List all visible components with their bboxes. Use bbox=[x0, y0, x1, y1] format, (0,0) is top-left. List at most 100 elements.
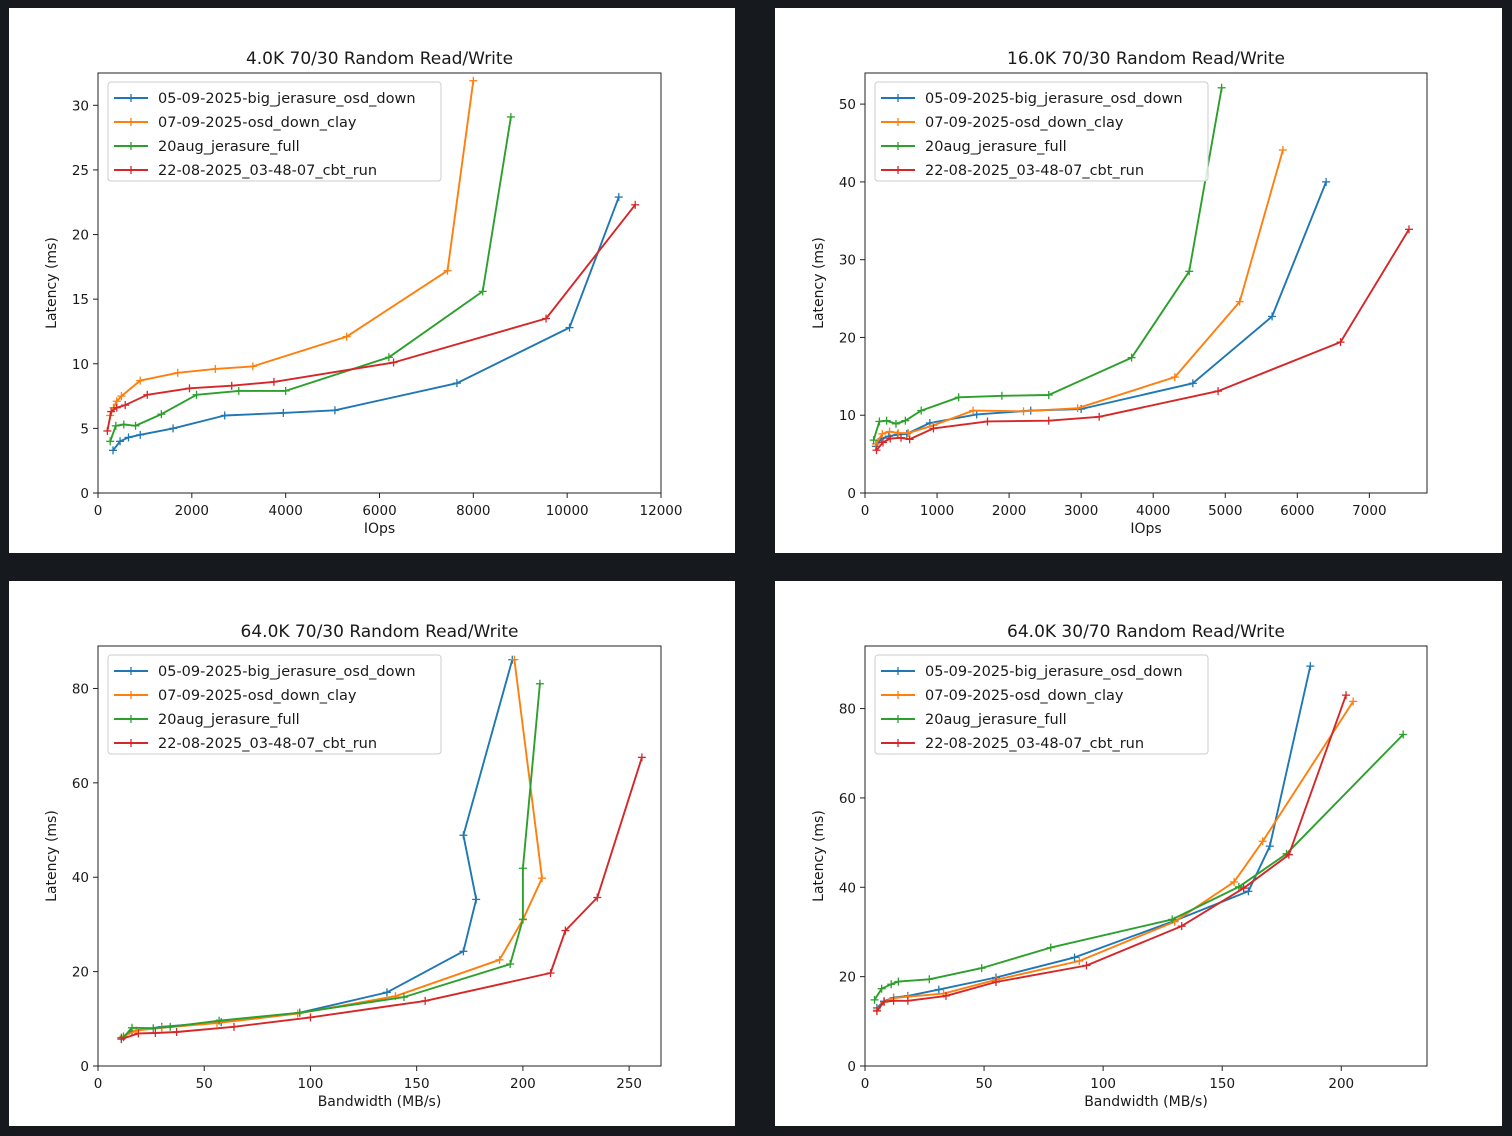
data-point bbox=[934, 985, 943, 994]
data-point bbox=[469, 76, 478, 85]
data-point bbox=[1235, 297, 1244, 306]
data-point bbox=[248, 362, 257, 371]
data-point bbox=[1095, 412, 1104, 421]
data-point bbox=[151, 1028, 160, 1037]
chart-panel-64k-70-30: 64.0K 70/30 Random Read/Write 0 50 100 150 20… bbox=[9, 581, 735, 1126]
data-point bbox=[904, 429, 913, 438]
x-tick-label: 200 bbox=[510, 1076, 536, 1092]
legend-label: 22-08-2025_03-48-07_cbt_run bbox=[158, 736, 377, 752]
data-point bbox=[905, 435, 914, 444]
legend-label: 05-09-2025-big_jerasure_osd_down bbox=[158, 91, 416, 107]
chart-64k-30-70: 64.0K 30/70 Random Read/Write 0 50 100 150 20… bbox=[811, 622, 1428, 1110]
legend-item: 20aug_jerasure_full bbox=[881, 712, 1067, 728]
data-point bbox=[1322, 177, 1331, 186]
data-point bbox=[1070, 953, 1079, 962]
x-tick-label: 50 bbox=[196, 1076, 213, 1092]
x-tick-label: 0 bbox=[94, 503, 103, 519]
y-tick-label: 40 bbox=[839, 880, 856, 896]
data-point bbox=[903, 996, 912, 1005]
data-point bbox=[121, 401, 130, 410]
data-point bbox=[518, 915, 527, 924]
data-point bbox=[111, 421, 120, 430]
data-point bbox=[269, 377, 278, 386]
data-point bbox=[1306, 662, 1315, 671]
y-tick-label: 60 bbox=[72, 776, 89, 792]
data-point bbox=[229, 1022, 238, 1031]
legend-item: 22-08-2025_03-48-07_cbt_run bbox=[881, 163, 1144, 179]
x-tick-label: 3000 bbox=[1064, 503, 1098, 519]
legend-item: 22-08-2025_03-48-07_cbt_run bbox=[114, 163, 377, 179]
data-point bbox=[1019, 407, 1028, 416]
legend-label: 05-09-2025-big_jerasure_osd_down bbox=[925, 664, 1183, 680]
legend-item: 05-09-2025-big_jerasure_osd_down bbox=[114, 664, 416, 680]
data-point bbox=[631, 200, 640, 209]
y-tick-label: 20 bbox=[839, 970, 856, 986]
y-tick-label: 0 bbox=[80, 486, 89, 502]
data-point bbox=[1217, 83, 1226, 92]
data-point bbox=[149, 1024, 158, 1033]
data-point bbox=[1170, 373, 1179, 382]
data-point bbox=[306, 1013, 315, 1022]
data-point bbox=[109, 446, 118, 455]
data-point bbox=[279, 408, 288, 417]
series-line bbox=[121, 757, 643, 1041]
y-tick-label: 40 bbox=[839, 175, 856, 191]
series-line bbox=[873, 733, 1404, 1001]
x-tick-label: 4000 bbox=[268, 503, 302, 519]
legend-label: 05-09-2025-big_jerasure_osd_down bbox=[158, 664, 416, 680]
series-line bbox=[875, 149, 1284, 445]
data-point bbox=[211, 364, 220, 373]
data-point bbox=[977, 964, 986, 973]
data-point bbox=[561, 926, 570, 935]
data-point bbox=[880, 997, 889, 1006]
data-point bbox=[1239, 884, 1248, 893]
data-point bbox=[136, 430, 145, 439]
data-point bbox=[535, 679, 544, 688]
data-point bbox=[506, 112, 515, 121]
data-point bbox=[1349, 697, 1358, 706]
data-point bbox=[478, 287, 487, 296]
data-point bbox=[1073, 404, 1082, 413]
series-2 bbox=[119, 679, 544, 1042]
data-point bbox=[281, 386, 290, 395]
chart-64k-70-30: 64.0K 70/30 Random Read/Write 0 50 100 150 20… bbox=[44, 622, 662, 1110]
series-line bbox=[106, 204, 636, 432]
data-point bbox=[891, 419, 900, 428]
data-point bbox=[917, 406, 926, 415]
data-point bbox=[983, 417, 992, 426]
legend: 05-09-2025-big_jerasure_osd_down 07-09-20… bbox=[874, 81, 1209, 182]
data-point bbox=[119, 420, 128, 429]
y-axis-label: Latency (ms) bbox=[811, 237, 827, 329]
y-tick-label: 20 bbox=[72, 228, 89, 244]
legend-label: 20aug_jerasure_full bbox=[925, 712, 1067, 728]
y-axis-label: Latency (ms) bbox=[44, 237, 60, 329]
data-point bbox=[227, 381, 236, 390]
x-tick-label: 6000 bbox=[1280, 503, 1314, 519]
series-2 bbox=[106, 112, 515, 446]
y-tick-label: 0 bbox=[847, 1059, 856, 1075]
data-point bbox=[459, 947, 468, 956]
y-tick-label: 20 bbox=[839, 330, 856, 346]
y-tick-label: 25 bbox=[72, 163, 89, 179]
data-point bbox=[143, 390, 152, 399]
chart-16k-70-30: 16.0K 70/30 Random Read/Write 0 1000 2000 30… bbox=[811, 49, 1428, 537]
y-tick-label: 40 bbox=[72, 870, 89, 886]
legend-box bbox=[874, 81, 1209, 182]
data-point bbox=[887, 980, 896, 989]
data-point bbox=[954, 393, 963, 402]
data-point bbox=[882, 416, 891, 425]
series-line bbox=[875, 181, 1327, 447]
data-point bbox=[593, 893, 602, 902]
series-3 bbox=[872, 691, 1351, 1016]
data-point bbox=[112, 403, 121, 412]
data-point bbox=[166, 1022, 175, 1031]
legend-item: 05-09-2025-big_jerasure_osd_down bbox=[114, 91, 416, 107]
legend-item: 07-09-2025-osd_down_clay bbox=[114, 688, 357, 704]
legend-label: 20aug_jerasure_full bbox=[158, 712, 300, 728]
data-point bbox=[1188, 379, 1197, 388]
data-point bbox=[215, 1016, 224, 1025]
x-axis-label: IOps bbox=[364, 521, 395, 537]
legend: 05-09-2025-big_jerasure_osd_down 07-09-20… bbox=[107, 654, 442, 755]
x-tick-label: 6000 bbox=[362, 503, 396, 519]
x-tick-label: 100 bbox=[1090, 1076, 1116, 1092]
